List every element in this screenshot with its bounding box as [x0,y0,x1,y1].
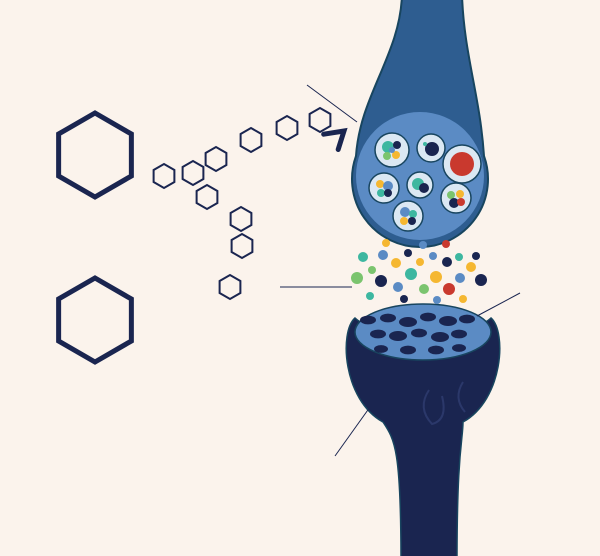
neurotransmitter-dot [419,284,429,294]
neurotransmitter-dot [442,257,452,267]
receptor-spot [439,316,457,326]
neurotransmitter-dot [351,272,363,284]
neurotransmitter-dot [404,249,412,257]
receptor-spot [459,315,475,324]
vesicle [441,183,471,213]
receptor-spot [420,313,436,322]
neurotransmitter-dot [430,271,442,283]
neurotransmitter-dot [429,252,437,260]
neurotransmitter-dot [375,275,387,287]
receptor-spot [452,344,466,352]
bg [0,0,600,556]
receptor-spot [370,330,386,339]
neurotransmitter-dot [393,282,403,292]
vesicle [407,172,433,198]
neurotransmitter-dot [382,239,390,247]
neurotransmitter-dot [459,295,467,303]
vesicle [369,173,399,203]
receptor-spot [400,346,416,355]
neurotransmitter-dot [405,268,417,280]
vesicle [393,201,423,231]
neurotransmitter-dot [368,266,376,274]
neurotransmitter-dot [378,250,388,260]
receptor-spot [389,331,407,341]
neurotransmitter-dot [416,258,424,266]
receptor-spot [374,345,388,353]
receptor-spot [451,330,467,339]
neurotransmitter-dot [419,241,427,249]
neurotransmitter-dot [400,295,408,303]
vesicle [375,133,409,167]
receptor-spot [411,329,427,338]
vesicle [443,145,481,183]
vesicle [417,134,445,162]
receptor-spot [428,346,444,355]
neurotransmitter-dot [472,252,480,260]
neurotransmitter-dot [391,258,401,268]
receptor-spot [360,316,376,325]
neurotransmitter-dot [366,292,374,300]
neurotransmitter-dot [455,273,465,283]
neurotransmitter-dot [442,240,450,248]
neurotransmitter-dot [455,253,463,261]
neurotransmitter-dot [475,274,487,286]
neurotransmitter-dot [466,262,476,272]
receptor-spot [380,314,396,323]
neurotransmitter-dot [433,296,441,304]
synapse-infographic [0,0,600,556]
receptor-spot [399,317,417,327]
neurotransmitter-dot [358,252,368,262]
receptor-spot [431,332,449,342]
neurotransmitter-dot [443,283,455,295]
